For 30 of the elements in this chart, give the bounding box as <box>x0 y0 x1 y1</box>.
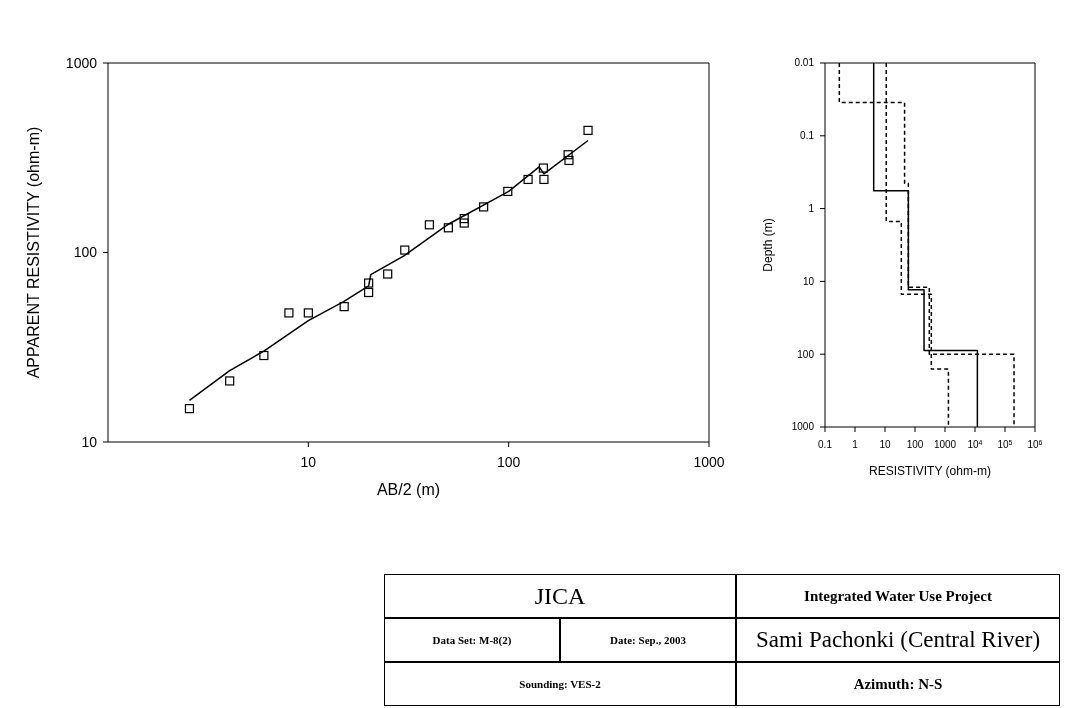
y-axis-title: Depth (m) <box>761 218 776 272</box>
text: Date: Sep., 2003 <box>610 634 686 646</box>
text: Data Set: M-8(2) <box>432 634 512 646</box>
x-tick-label: 0.1 <box>818 439 833 450</box>
y-tick-label: 1000 <box>65 54 98 71</box>
x-tick-label: 1 <box>852 439 859 450</box>
y-tick-label: 100 <box>73 244 98 261</box>
x-tick-label: 100 <box>906 439 924 450</box>
text: Azimuth: N-S <box>853 675 943 693</box>
x-axis-title: AB/2 (m) <box>376 481 441 498</box>
x-tick-label: 10 <box>300 454 317 470</box>
y-tick-label: 0.1 <box>800 130 815 142</box>
text: Sami Pachonki (Central River) <box>755 627 1041 653</box>
x-tick-label: 10$^{4}$ <box>967 438 983 450</box>
text: Sounding: VES-2 <box>519 678 601 690</box>
x-tick-label: 100 <box>496 454 521 470</box>
x-axis-title: RESISTIVITY (ohm-m) <box>869 464 991 478</box>
x-tick-label: 10$^{6}$ <box>1027 438 1043 450</box>
y-tick-label: 10 <box>802 275 815 287</box>
y-tick-label: 1 <box>808 202 815 214</box>
y-axis-title: APPARENT RESISTIVITY (ohm-m) <box>24 126 42 379</box>
x-tick-label: 1000 <box>693 454 725 470</box>
y-tick-label: 1000 <box>791 421 815 433</box>
y-tick-label: 100 <box>797 348 815 360</box>
text: JICA <box>534 582 586 610</box>
text: Integrated Water Use Project <box>804 587 992 605</box>
x-tick-label: 10$^{5}$ <box>997 438 1013 450</box>
y-tick-label: 0.01 <box>794 57 815 69</box>
x-tick-label: 10 <box>879 439 891 450</box>
x-tick-label: 1000 <box>933 439 957 450</box>
